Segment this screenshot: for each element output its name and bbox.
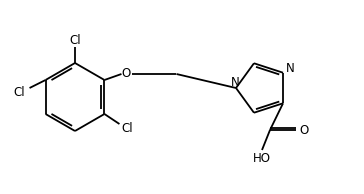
Text: O: O	[122, 68, 131, 81]
Text: Cl: Cl	[69, 35, 81, 48]
Text: O: O	[299, 124, 309, 137]
Text: N: N	[231, 75, 240, 88]
Text: N: N	[286, 62, 294, 75]
Text: HO: HO	[253, 152, 271, 165]
Text: Cl: Cl	[122, 121, 133, 134]
Text: Cl: Cl	[14, 86, 25, 99]
